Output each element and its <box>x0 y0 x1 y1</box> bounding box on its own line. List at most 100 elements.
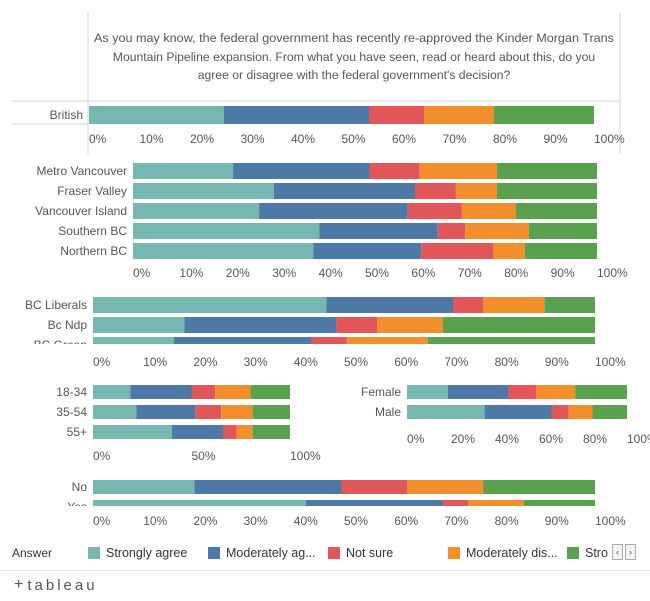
x-tick-label: 60% <box>394 514 418 528</box>
category-label: Female <box>361 385 401 399</box>
bar-segment <box>415 183 456 199</box>
x-tick-label: 50% <box>342 132 366 146</box>
bar-segment <box>136 405 196 419</box>
legend-item-strongly-agree[interactable]: Strongly agree <box>88 544 198 562</box>
x-tick-label: 70% <box>444 514 468 528</box>
x-tick-label: 100% <box>597 266 628 280</box>
x-tick-label: 70% <box>458 266 482 280</box>
bar-segment <box>133 203 260 219</box>
x-tick-label: 80% <box>493 132 517 146</box>
x-tick-label: 40% <box>294 514 318 528</box>
bar-segment <box>496 163 597 179</box>
x-tick-label: 40% <box>495 432 519 446</box>
x-tick-label: 100% <box>595 514 626 528</box>
question-header-frame <box>12 12 621 154</box>
legend-label: Strongly agree <box>106 546 188 560</box>
category-label: Metro Vancouver <box>37 164 128 178</box>
x-tick-label: 0% <box>89 132 107 146</box>
panel-rows: BC Liberals Bc Ndp BC Green <box>25 297 595 344</box>
x-tick-label: 60% <box>392 132 416 146</box>
x-tick-label: 30% <box>241 132 265 146</box>
tableau-logo-icon: + <box>14 576 24 593</box>
bar-segment <box>524 500 595 506</box>
panel-rows: 18-34 35-54 55+ <box>56 385 290 439</box>
x-tick-label: 30% <box>244 514 268 528</box>
bar-segment <box>336 317 377 333</box>
bar-segment <box>130 385 192 399</box>
bar-segment <box>442 500 469 506</box>
legend-title: Answer <box>12 546 53 560</box>
x-tick-label: 20% <box>226 266 250 280</box>
x-tick-label: 100% <box>595 355 626 369</box>
bar-segment <box>194 480 342 494</box>
chart-panel: 18-34 35-54 55+ 0% 50% 100% <box>56 385 321 463</box>
bar-segment <box>306 500 443 506</box>
bar-segment <box>568 405 593 419</box>
category-label: Bc Ndp <box>48 318 88 332</box>
legend-label: Stro <box>585 546 608 560</box>
question-line: Mountain Pipeline expansion. From what y… <box>113 50 595 64</box>
bar-segment <box>191 385 216 399</box>
category-label: 18-34 <box>56 385 87 399</box>
legend-item-moderately-agree[interactable]: Moderately ag... <box>208 544 328 562</box>
bar-segment <box>468 500 524 506</box>
legend-item-strongly-disagree[interactable]: Stro <box>567 544 608 562</box>
x-tick-label: 100% <box>627 432 650 446</box>
x-tick-label: 20% <box>193 514 217 528</box>
x-tick-label: 50% <box>344 514 368 528</box>
bar-segment <box>311 337 347 344</box>
bar-segment <box>424 106 494 124</box>
legend-item-moderately-disagree[interactable]: Moderately dis... <box>448 544 566 562</box>
x-tick-label: 60% <box>394 355 418 369</box>
category-label: British <box>50 108 83 122</box>
x-tick-label: 40% <box>291 132 315 146</box>
legend-item-not-sure[interactable]: Not sure <box>328 544 438 562</box>
legend-swatch <box>208 547 220 559</box>
bar-segment <box>575 385 627 399</box>
legend-scroll-prev-button[interactable]: ‹ <box>612 544 623 560</box>
bar-segment <box>133 223 320 239</box>
bar-segment <box>419 163 497 179</box>
x-tick-label: 20% <box>190 132 214 146</box>
legend-swatch <box>567 547 579 559</box>
x-tick-label: 0% <box>133 266 151 280</box>
chart-canvas: As you may know, the federal government … <box>12 12 650 528</box>
bar-segment <box>407 203 462 219</box>
panel-rows: No Yes <box>67 480 595 506</box>
bar-segment <box>93 480 195 494</box>
bar-segment <box>377 317 443 333</box>
x-tick-label: 70% <box>443 132 467 146</box>
bar-segment <box>544 297 595 313</box>
x-tick-label: 50% <box>192 449 216 463</box>
bar-segment <box>252 405 290 419</box>
bar-segment <box>483 297 545 313</box>
legend-scroll-next-button[interactable]: › <box>625 544 636 560</box>
chart-panel: Female Male 0% 20% 40% 60% 80% 100% <box>361 385 650 446</box>
x-tick-label: 10% <box>143 355 167 369</box>
category-label: No <box>72 480 88 494</box>
bar-segment <box>259 203 408 219</box>
bar-segment <box>223 425 237 439</box>
bar-segment <box>221 405 253 419</box>
bar-segment <box>233 163 370 179</box>
category-label: Fraser Valley <box>57 184 127 198</box>
bar-segment <box>319 223 438 239</box>
category-label: 35-54 <box>56 405 87 419</box>
bar-segment <box>174 337 311 344</box>
bar-segment <box>496 183 597 199</box>
panel-rows: British <box>50 106 594 124</box>
bar-segment <box>427 337 595 344</box>
bar-segment <box>250 385 290 399</box>
category-label: 55+ <box>67 425 87 439</box>
chart-panel: No Yes 0% 10% 20% 30% 40% 50% 60% 70% 80% 90% 100% <box>67 480 626 528</box>
bar-segment <box>341 480 408 494</box>
bar-segment <box>515 203 597 219</box>
tableau-logo[interactable]: + tableau <box>14 576 98 594</box>
panel-rows: Metro Vancouver Fraser Valley Vancouver Is… <box>35 163 597 259</box>
bar-segment <box>252 425 290 439</box>
question-line: As you may know, the federal government … <box>94 31 614 45</box>
bar-segment <box>93 500 306 506</box>
bar-segment <box>453 297 484 313</box>
x-tick-label: 60% <box>411 266 435 280</box>
chart-panels: British 0% 10% 20% 30% 40% 50% 60% 70% 80% 90% 100%… <box>25 106 650 528</box>
